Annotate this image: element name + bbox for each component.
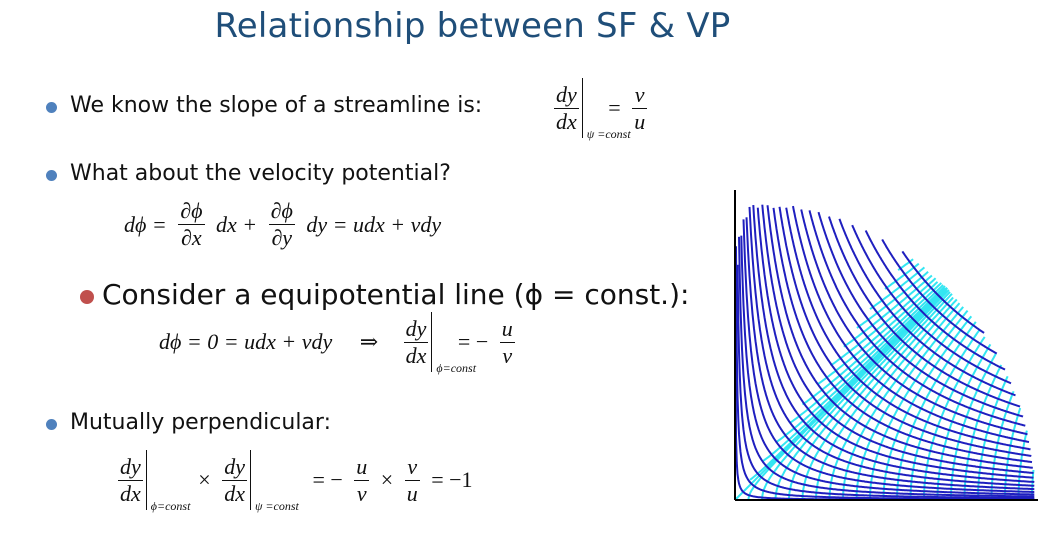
streamline: [761, 204, 1034, 474]
equipotential-line: [869, 266, 926, 310]
eq-velocity-potential: dϕ = ∂ϕ ∂x dx + ∂ϕ ∂y dy = udx + vdy: [124, 198, 442, 250]
bullet-dot: [80, 290, 94, 304]
equipotential-line: [896, 321, 977, 500]
bullet-dot: [46, 419, 57, 430]
streamline: [838, 218, 1016, 397]
streamline: [785, 207, 1031, 451]
streamline: [800, 209, 1028, 436]
streamline: [738, 236, 1035, 498]
equipotential-line: [801, 282, 942, 406]
streamline: [817, 211, 1024, 418]
equipotential-line: [788, 284, 944, 425]
streamline: [735, 246, 1035, 501]
streamline: [851, 224, 1012, 385]
equipotential-line: [774, 289, 950, 500]
streamline: [808, 210, 1026, 427]
streamline: [792, 205, 1030, 443]
streamline: [736, 264, 1035, 499]
page-title: Relationship between SF & VP: [214, 6, 731, 46]
streamline: [752, 205, 1035, 483]
equipotential-line: [788, 291, 951, 500]
equipotential-line: [990, 390, 1015, 500]
streamline: [766, 205, 1033, 469]
flow-net-figure: [734, 190, 1038, 501]
streamline: [748, 206, 1035, 487]
equipotential-line: [882, 315, 973, 500]
bullet-mutually-perpendicular: Mutually perpendicular:: [70, 410, 331, 435]
streamline: [756, 207, 1034, 479]
bullet-equipotential: Consider a equipotential line (ϕ = const…: [102, 278, 690, 311]
streamline: [778, 206, 1032, 457]
bullet-streamline-slope: We know the slope of a streamline is:: [70, 93, 483, 118]
equipotential-line: [923, 336, 986, 500]
streamline: [772, 207, 1033, 464]
streamline: [881, 238, 998, 355]
equipotential-line: [775, 285, 946, 443]
bullet-dot: [46, 170, 57, 181]
streamline: [828, 216, 1021, 408]
equipotential-line: [801, 293, 953, 500]
bullet-velocity-potential: What about the velocity potential?: [70, 161, 451, 186]
streamline: [742, 219, 1035, 493]
equipotential-line: [977, 375, 1009, 500]
equipotential-lines: [734, 258, 1035, 501]
equipotential-line: [830, 277, 937, 367]
streamline: [740, 235, 1035, 496]
bullet-dot: [46, 102, 57, 113]
equipotential-line: [884, 262, 920, 290]
streamlines: [734, 204, 1035, 501]
axes: [734, 190, 1038, 501]
streamline: [864, 230, 1006, 371]
equipotential-line: [816, 281, 939, 386]
streamline: [745, 217, 1035, 491]
equipotential-line: [762, 287, 946, 462]
streamline: [901, 250, 985, 334]
